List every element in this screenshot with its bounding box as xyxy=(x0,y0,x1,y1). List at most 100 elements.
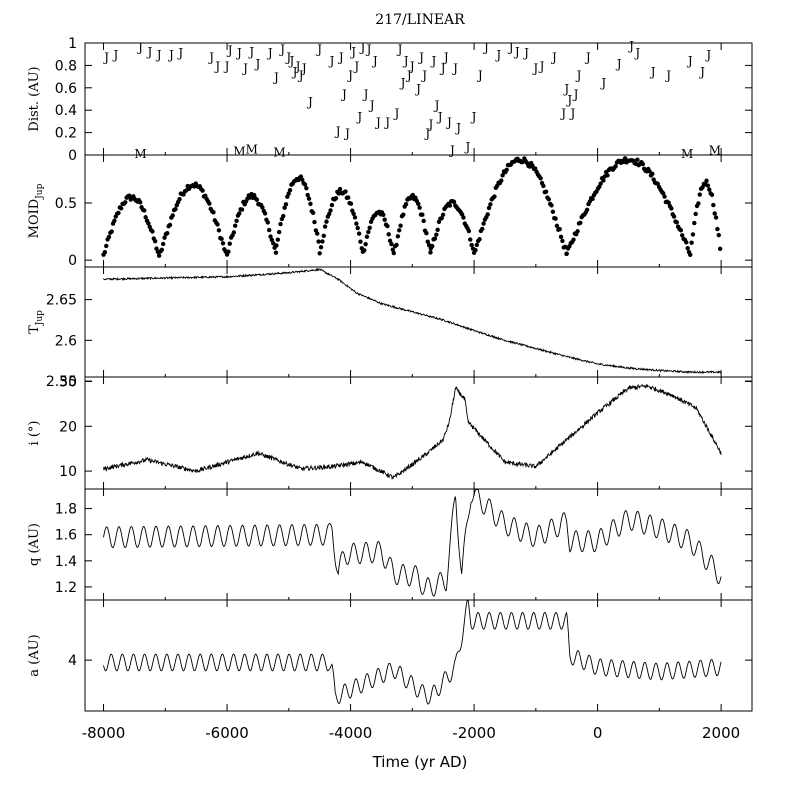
moid-point xyxy=(417,205,422,210)
moid-point xyxy=(326,211,332,217)
marker-J: J xyxy=(414,82,421,96)
moid-point xyxy=(118,206,124,211)
moid-point xyxy=(381,212,386,217)
moid-point xyxy=(271,241,276,246)
moid-point xyxy=(420,212,425,217)
moid-point xyxy=(554,223,560,228)
moid-point xyxy=(492,194,497,199)
y-tick-label: 0.5 xyxy=(55,196,77,212)
marker-J: J xyxy=(266,46,273,60)
y-tick-label: 0.6 xyxy=(55,81,77,97)
marker-J: J xyxy=(522,46,529,60)
marker-J: J xyxy=(550,50,557,64)
moid-point xyxy=(231,230,237,235)
marker-J: J xyxy=(494,48,501,62)
marker-J: J xyxy=(383,115,390,129)
moid-point xyxy=(354,221,359,226)
marker-J: J xyxy=(155,48,162,62)
marker-J: J xyxy=(340,87,347,101)
marker-J: J xyxy=(241,62,248,76)
marker-J: J xyxy=(365,43,372,57)
moid-point xyxy=(684,240,689,245)
marker-J: J xyxy=(247,45,254,59)
marker-J: J xyxy=(464,140,471,154)
moid-point xyxy=(106,234,112,240)
moid-point xyxy=(486,205,492,211)
x-tick-labels: -8000 -6000 -4000 -2000 0 2000 xyxy=(82,724,740,742)
marker-J: J xyxy=(167,48,174,62)
moid-point xyxy=(167,222,173,228)
moid-point xyxy=(416,201,421,206)
moid-point xyxy=(712,211,717,216)
moid-point xyxy=(276,229,282,235)
marker-J: J xyxy=(291,65,298,79)
moid-point xyxy=(162,235,167,240)
moid-point xyxy=(146,221,151,226)
x-axis-label: Time (yr AD) xyxy=(372,753,468,771)
panel-frame xyxy=(84,599,753,712)
y-tick-label: 0.2 xyxy=(55,126,77,142)
moid-point xyxy=(387,238,393,243)
moid-point xyxy=(715,226,720,232)
y-tick-label: 10 xyxy=(59,464,77,480)
moid-point xyxy=(278,221,283,227)
moid-point xyxy=(451,199,457,204)
series-line-tjup xyxy=(103,267,722,374)
marker-J: J xyxy=(294,59,301,73)
marker-J: J xyxy=(584,50,591,64)
y-tick-label: 2.65 xyxy=(46,293,77,309)
panel-q: 1.2 1.4 1.6 1.8 q (AU) xyxy=(27,488,753,601)
marker-J: J xyxy=(352,59,359,73)
moid-point xyxy=(215,222,220,227)
y-tick-label: 2.6 xyxy=(55,333,77,349)
moid-point xyxy=(709,192,715,198)
moid-point xyxy=(260,205,265,210)
x-tick-label: -2000 xyxy=(452,724,496,742)
moid-point xyxy=(499,178,504,183)
moid-point xyxy=(234,218,239,223)
marker-J: J xyxy=(454,121,461,135)
marker-J: J xyxy=(136,40,143,54)
moid-point xyxy=(366,229,371,235)
marker-M: M xyxy=(273,146,285,160)
marker-J: J xyxy=(445,115,452,129)
marker-J: J xyxy=(334,124,341,138)
marker-J: J xyxy=(448,143,455,157)
moid-point xyxy=(324,219,329,224)
marker-J: J xyxy=(430,54,437,68)
moid-point xyxy=(363,241,368,247)
moid-point xyxy=(584,207,590,213)
moid-point xyxy=(239,207,245,212)
moid-point xyxy=(466,228,472,234)
marker-J: J xyxy=(476,68,483,82)
marker-J: J xyxy=(627,39,634,53)
marker-J: J xyxy=(278,43,285,57)
y-axis-label-q: q (AU) xyxy=(27,523,42,566)
moid-point xyxy=(104,243,109,249)
moid-point xyxy=(352,215,358,220)
series-line-incl xyxy=(103,383,722,481)
marker-J: J xyxy=(368,99,375,113)
marker-J: J xyxy=(426,118,433,132)
y-tick-label: 0.4 xyxy=(55,103,77,119)
moid-point xyxy=(391,250,396,256)
y-axis-label-moid: MOIDJup xyxy=(27,183,45,238)
moid-point xyxy=(697,192,702,197)
marker-J: J xyxy=(315,43,322,57)
marker-J: J xyxy=(513,45,520,59)
moid-point xyxy=(316,239,321,244)
y-tick-label: 20 xyxy=(59,419,77,435)
moid-point xyxy=(480,226,485,232)
moid-point xyxy=(650,171,655,177)
moid-point xyxy=(170,213,175,218)
moid-point xyxy=(690,232,696,237)
marker-J: J xyxy=(284,50,291,64)
moid-point xyxy=(640,161,646,167)
moid-point xyxy=(211,210,216,215)
moid-point xyxy=(578,220,583,225)
moid-point xyxy=(557,226,562,232)
moid-point xyxy=(575,229,580,234)
marker-M: M xyxy=(709,143,721,157)
moid-point xyxy=(112,218,117,223)
